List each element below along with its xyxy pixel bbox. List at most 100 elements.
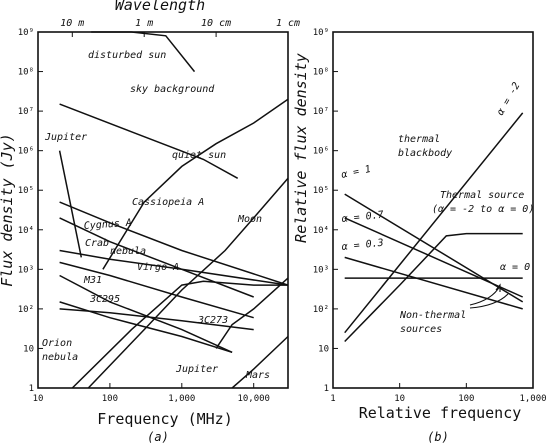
annotation-label: Jupiter — [44, 132, 87, 143]
annotation-label: sources — [400, 324, 442, 335]
series-line-1-2 — [344, 217, 524, 298]
annotation-label: α = 0.3 — [341, 238, 384, 253]
x-ticks-a: 10 100 1,000 10,000 — [33, 383, 270, 404]
annotation-label: Jupiter — [175, 364, 218, 375]
y-tick-label: 10⁹ — [313, 28, 329, 38]
series-line-1-0 — [344, 112, 524, 334]
series-line-0-6 — [59, 249, 289, 286]
non-thermal-arrow-2 — [469, 293, 509, 309]
panel-a: 10 100 1,000 10,000 11010²10³10⁴10⁵10⁶10⁷10… — [0, 0, 300, 444]
y-tick-label: 10⁷ — [313, 107, 329, 117]
y-tick-label: 10⁴ — [313, 226, 329, 236]
annotation-label: blackbody — [398, 148, 452, 159]
annotation-label: 3C295 — [89, 294, 120, 305]
series-line-1-5 — [344, 232, 523, 343]
x-tick-label: 100 — [102, 394, 118, 404]
y-tick-label: 1 — [29, 384, 34, 394]
annotation-label: (α = -2 to α = 0) — [432, 204, 534, 215]
x-tick-label: 1,000 — [519, 394, 546, 404]
y-axis-label-a: Flux density (Jy) — [0, 133, 16, 287]
y-tick-label: 10 — [23, 344, 34, 354]
y-ticks-b: 1 10 10² 10³ 10⁴ 10⁵ 10⁶ 10⁷ 10⁸ 10⁹ — [313, 28, 338, 394]
y-tick-label: 10⁵ — [313, 186, 329, 196]
series-line-1-3 — [344, 256, 523, 310]
top-tick-label: 10 m — [60, 18, 84, 29]
x-tick-label: 1,000 — [168, 394, 195, 404]
series-line-0-1 — [59, 103, 239, 179]
panel-label-a: (a) — [147, 430, 169, 444]
annotation-label: α = 1 — [340, 164, 372, 181]
y-tick-label: 10⁷ — [18, 107, 34, 117]
y-tick-label: 10⁸ — [18, 68, 34, 78]
y-tick-label: 10⁶ — [18, 147, 34, 157]
y-tick-label: 10² — [313, 305, 329, 315]
series-line-0-4 — [59, 201, 289, 286]
annotation-label: nebula — [110, 246, 146, 257]
series-line-0-14 — [231, 335, 289, 389]
x-tick-label: 1 — [330, 394, 335, 404]
annotation-label: α = -2 — [495, 81, 523, 118]
x-tick-label: 10 — [33, 394, 44, 404]
non-thermal-arrow — [469, 285, 501, 306]
plot-frame-a — [37, 31, 289, 389]
annotation-label: Thermal source — [440, 190, 524, 201]
curves-a — [58, 31, 289, 389]
annotations-a: disturbed sun sky background Jupiter quiet … — [42, 50, 270, 381]
top-tick-label: 1 m — [135, 18, 153, 29]
series-line-0-12 — [71, 280, 288, 389]
top-ticks-a: 10 m 1 m 10 cm 1 cm — [60, 18, 300, 37]
y-tick-label: 10² — [18, 305, 34, 315]
annotation-label: Cygnus A — [83, 218, 132, 232]
top-tick-label: 1 cm — [276, 18, 300, 29]
annotation-label: disturbed sun — [88, 50, 166, 61]
series-line-0-0 — [91, 31, 196, 73]
non-thermal-arrowhead — [495, 283, 501, 292]
y-tick-label: 10³ — [18, 265, 34, 275]
plot-frame-b — [332, 31, 534, 389]
x-tick-label: 10,000 — [237, 394, 270, 404]
top-axis-title-a: Wavelength — [115, 0, 205, 14]
y-tick-label: 10⁹ — [18, 28, 34, 38]
y-tick-label: 10⁵ — [18, 186, 34, 196]
annotation-label: α = 0 — [500, 262, 530, 273]
x-tick-label: 100 — [458, 394, 474, 404]
annotation-label: nebula — [42, 352, 78, 363]
y-ticks-a: 1 10 10² 10³ 10⁴ 10⁵ 10⁶ 10⁷ 10⁸ 10⁹ — [18, 28, 43, 394]
x-tick-label: 10 — [394, 394, 405, 404]
y-tick-label: 10⁸ — [313, 68, 329, 78]
annotation-label: α = 0.7 — [341, 210, 384, 225]
x-axis-label-b: Relative frequency — [359, 404, 522, 422]
x-ticks-b: 1 10 100 1,000 — [330, 383, 547, 404]
y-axis-label-b: Relative flux density — [292, 53, 310, 243]
x-axis-label-a: Frequency (MHz) — [97, 410, 232, 428]
y-tick-label: 1 — [324, 384, 329, 394]
panel-label-b: (b) — [427, 430, 449, 444]
series-line-0-5 — [59, 217, 254, 298]
annotation-label: Virgo A — [137, 262, 179, 273]
top-tick-label: 10 cm — [201, 18, 231, 29]
annotation-label: M31 — [83, 275, 102, 286]
annotation-label: Orion — [42, 338, 72, 349]
annotation-label: Cassiopeia A — [132, 197, 204, 208]
curves-b — [344, 112, 524, 343]
annotation-label: Mars — [245, 370, 270, 381]
series-line-0-3 — [58, 150, 83, 258]
series-line-0-13 — [215, 277, 289, 349]
annotation-label: thermal — [398, 134, 440, 145]
annotation-label: Non-thermal — [399, 310, 466, 321]
series-line-0-7 — [59, 261, 254, 319]
series-line-0-8 — [59, 274, 233, 353]
y-tick-label: 10⁴ — [18, 226, 34, 236]
annotation-label: quiet sun — [172, 150, 226, 161]
y-tick-label: 10 — [318, 344, 329, 354]
series-line-0-2 — [102, 98, 289, 270]
annotation-label: sky background — [130, 84, 215, 95]
y-tick-label: 10³ — [313, 265, 329, 275]
y-tick-label: 10⁶ — [313, 147, 329, 157]
annotation-label: Crab — [85, 238, 109, 249]
series-line-0-11 — [87, 177, 289, 389]
annotation-label: 3C273 — [197, 315, 228, 326]
annotation-label: Moon — [237, 214, 262, 225]
panel-b: 1 10 100 1,000 11010²10³10⁴10⁵10⁶10⁷10⁸10⁹ … — [292, 28, 547, 444]
